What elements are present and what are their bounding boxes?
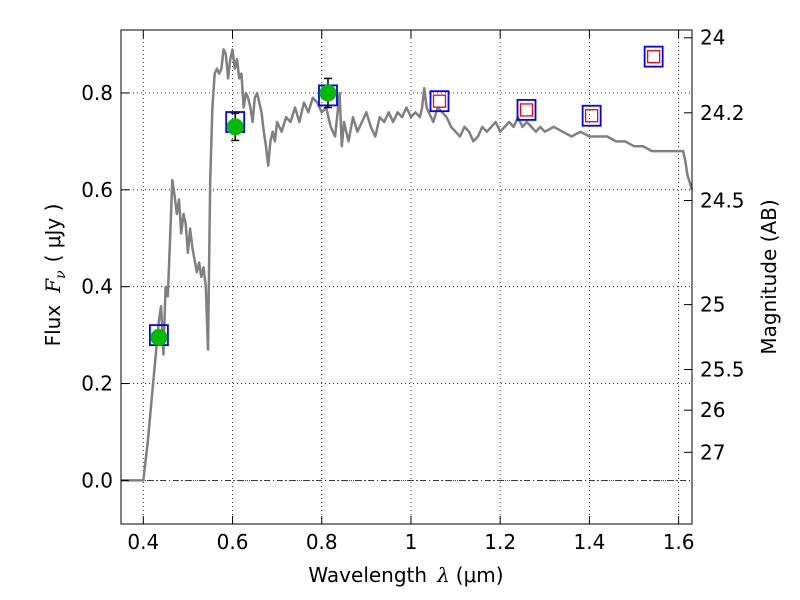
upper-limit-marker bbox=[584, 109, 599, 123]
y-tick-label: 0.6 bbox=[81, 178, 113, 202]
x-tick-label: 0.6 bbox=[217, 530, 249, 554]
x-tick-label: 1.4 bbox=[573, 530, 605, 554]
detection-point bbox=[319, 84, 337, 102]
upper-limit-marker bbox=[519, 103, 534, 117]
model-photometry-box bbox=[429, 90, 450, 113]
x-tick-label: 1 bbox=[405, 530, 418, 554]
magnitude-axis-ticks: 24 24.2 24.5 25 25.5 26 27 bbox=[684, 26, 745, 464]
y-tick-label: 0.4 bbox=[81, 275, 113, 299]
model-spectrum-line bbox=[121, 48, 694, 482]
grid-lines bbox=[121, 30, 692, 524]
x-tick-label: 0.8 bbox=[306, 530, 338, 554]
magnitude-tick-label: 24.5 bbox=[700, 188, 745, 212]
y-axis-title: FluxFν( μJy ) bbox=[41, 204, 69, 347]
x-tick-label: 1.6 bbox=[663, 530, 695, 554]
upper-limit-marker bbox=[432, 94, 447, 108]
model-photometry-box bbox=[516, 99, 537, 121]
model-photometry-box bbox=[643, 45, 664, 68]
y-tick-label: 0.2 bbox=[81, 372, 113, 396]
y-tick-label: 0.8 bbox=[81, 81, 113, 105]
detection-point bbox=[226, 118, 244, 136]
photometry-layer bbox=[149, 45, 664, 347]
detection-point bbox=[150, 329, 168, 347]
y-axis-ticks: 0.0 0.2 0.4 0.6 0.8 bbox=[81, 81, 129, 492]
magnitude-tick-label: 25.5 bbox=[700, 358, 745, 382]
magnitude-tick-label: 25 bbox=[700, 293, 725, 317]
plot-frame bbox=[120, 29, 693, 525]
magnitude-axis-title: Magnitude (AB) bbox=[757, 199, 781, 354]
upper-limit-marker bbox=[646, 49, 661, 64]
y-tick-label: 0.0 bbox=[81, 468, 113, 492]
x-axis-title: Wavelength λ (μm) bbox=[308, 563, 503, 587]
x-axis-ticks: 0.4 0.6 0.8 1 1.2 1.4 1.6 bbox=[127, 30, 695, 554]
magnitude-tick-label: 27 bbox=[700, 440, 725, 464]
model-spectrum-layer bbox=[121, 48, 694, 482]
x-tick-label: 0.4 bbox=[127, 530, 159, 554]
magnitude-tick-label: 24.2 bbox=[700, 101, 745, 125]
model-photometry-box bbox=[581, 104, 602, 127]
magnitude-tick-label: 24 bbox=[700, 26, 725, 50]
x-tick-label: 1.2 bbox=[484, 530, 516, 554]
magnitude-tick-label: 26 bbox=[700, 398, 725, 422]
